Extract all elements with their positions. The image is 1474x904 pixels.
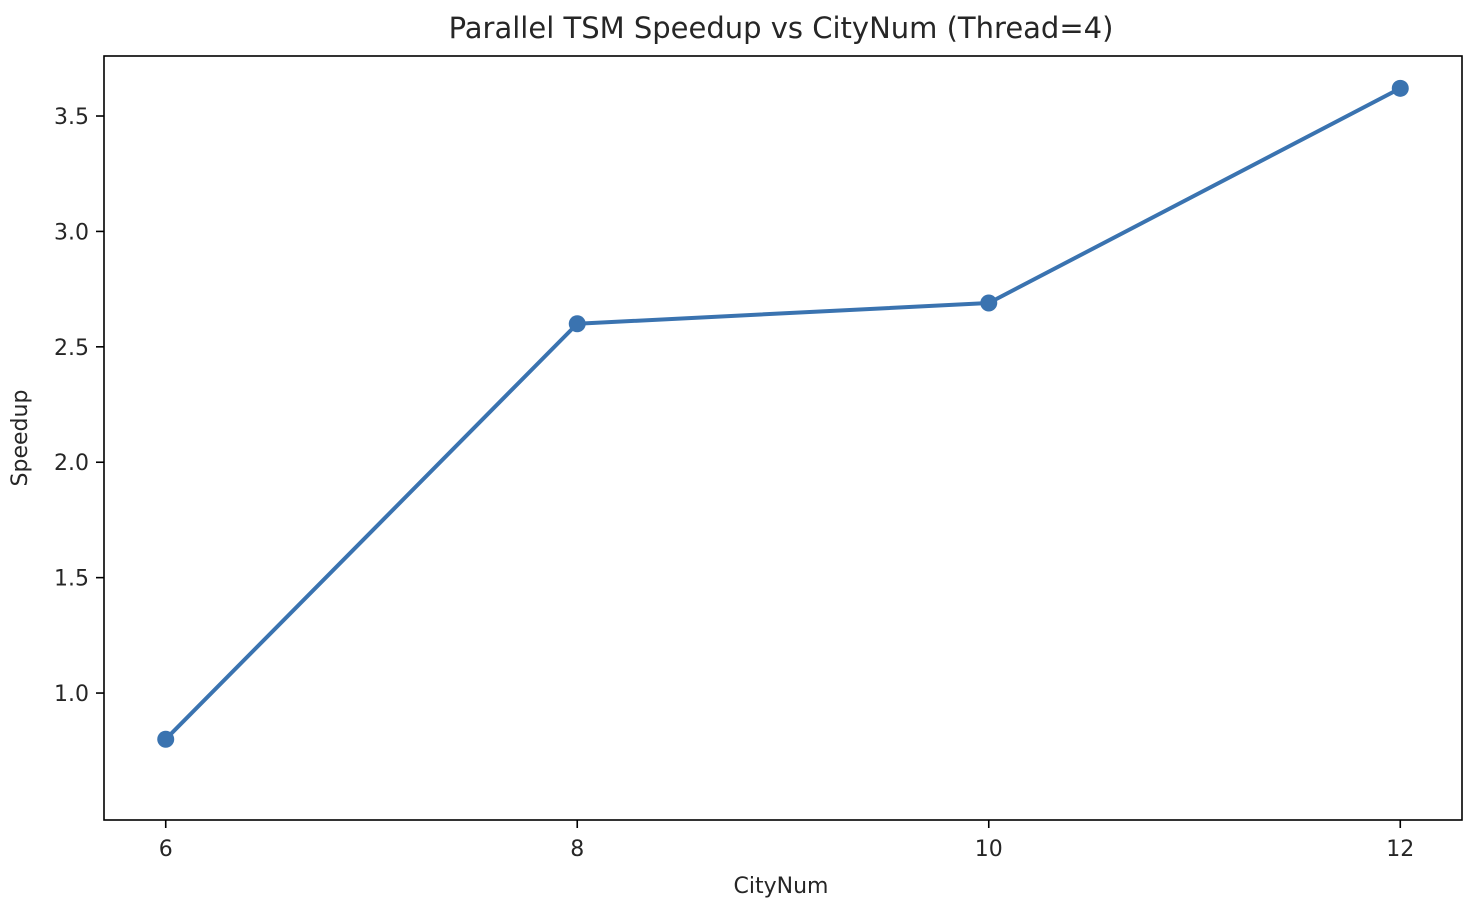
x-axis: 6 8 10 12: [159, 820, 1414, 862]
x-tick-label: 12: [1386, 837, 1414, 862]
data-point-marker: [980, 294, 998, 312]
chart-title: Parallel TSM Speedup vs CityNum (Thread=…: [449, 11, 1114, 45]
y-axis: 1.0 1.5 2.0 2.5 3.0 3.5: [54, 105, 104, 707]
y-tick-label: 3.0: [54, 220, 89, 245]
y-tick-label: 2.5: [54, 336, 89, 361]
plot-area-frame: [103, 55, 1463, 821]
y-axis-label: Speedup: [8, 390, 33, 487]
x-tick-label: 10: [975, 837, 1003, 862]
x-axis-label: CityNum: [734, 874, 829, 899]
y-tick-label: 1.0: [54, 682, 89, 707]
data-point-marker: [568, 315, 586, 333]
x-tick-label: 6: [159, 837, 173, 862]
series-layer: [157, 79, 1409, 748]
series-line: [163, 86, 1403, 742]
y-tick-label: 2.0: [54, 451, 89, 476]
data-point-marker: [157, 730, 175, 748]
y-tick-label: 3.5: [54, 105, 89, 130]
data-point-marker: [1391, 79, 1409, 97]
y-tick-label: 1.5: [54, 567, 89, 592]
x-tick-label: 8: [570, 837, 584, 862]
